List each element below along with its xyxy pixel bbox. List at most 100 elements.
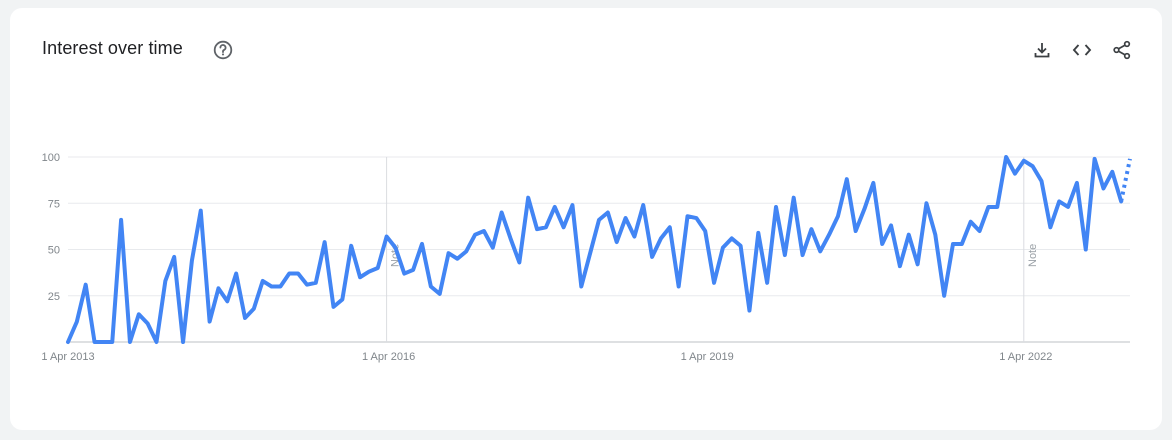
data-point[interactable] [1056,198,1062,204]
data-point[interactable] [1127,156,1133,162]
data-point[interactable] [862,206,868,212]
data-point[interactable] [454,256,460,262]
data-point[interactable] [791,195,797,201]
data-point[interactable] [649,254,655,260]
data-point[interactable] [587,250,593,256]
data-point[interactable] [419,241,425,247]
data-point[interactable] [348,243,354,249]
data-point[interactable] [410,267,416,273]
data-point[interactable] [339,296,345,302]
data-point[interactable] [959,241,965,247]
data-point[interactable] [437,291,443,297]
data-point[interactable] [1012,171,1018,177]
share-button[interactable] [1112,40,1132,60]
help-circle-icon[interactable] [213,40,233,60]
data-point[interactable] [746,308,752,314]
data-point[interactable] [499,210,505,216]
data-point[interactable] [127,339,133,345]
data-point[interactable] [738,243,744,249]
data-point[interactable] [74,319,80,325]
data-point[interactable] [994,204,1000,210]
data-point[interactable] [1065,204,1071,210]
data-point[interactable] [260,278,266,284]
data-point[interactable] [446,250,452,256]
data-point[interactable] [985,204,991,210]
data-point[interactable] [109,339,115,345]
data-point[interactable] [596,217,602,223]
data-point[interactable] [782,252,788,258]
data-point[interactable] [92,339,98,345]
data-point[interactable] [154,339,160,345]
data-point[interactable] [1092,156,1098,162]
data-point[interactable] [162,278,168,284]
data-point[interactable] [224,298,230,304]
data-point[interactable] [1039,178,1045,184]
data-point[interactable] [286,271,292,277]
data-point[interactable] [658,235,664,241]
data-point[interactable] [366,269,372,275]
data-point[interactable] [729,235,735,241]
data-point[interactable] [1109,169,1115,175]
data-point[interactable] [941,293,947,299]
data-point[interactable] [481,228,487,234]
data-point[interactable] [897,263,903,269]
data-point[interactable] [215,285,221,291]
data-point[interactable] [631,234,637,240]
data-point[interactable] [428,284,434,290]
data-point[interactable] [189,258,195,264]
data-point[interactable] [508,235,514,241]
data-point[interactable] [685,213,691,219]
data-point[interactable] [552,204,558,210]
data-point[interactable] [331,304,337,310]
data-point[interactable] [525,195,531,201]
data-point[interactable] [879,241,885,247]
data-point[interactable] [800,252,806,258]
data-point[interactable] [251,306,257,312]
data-point[interactable] [977,228,983,234]
data-point[interactable] [357,274,363,280]
data-point[interactable] [870,180,876,186]
data-point[interactable] [401,271,407,277]
data-point[interactable] [65,339,71,345]
data-point[interactable] [313,280,319,286]
data-point[interactable] [605,210,611,216]
data-point[interactable] [764,280,770,286]
data-point[interactable] [773,204,779,210]
data-point[interactable] [463,248,469,254]
data-point[interactable] [844,176,850,182]
data-point[interactable] [322,239,328,245]
data-point[interactable] [543,224,549,230]
data-point[interactable] [968,219,974,225]
data-point[interactable] [1047,224,1053,230]
data-point[interactable] [561,224,567,230]
data-point[interactable] [180,339,186,345]
data-point[interactable] [472,232,478,238]
data-point[interactable] [145,321,151,327]
data-point[interactable] [534,226,540,232]
data-point[interactable] [888,222,894,228]
data-point[interactable] [375,265,381,271]
data-point[interactable] [384,234,390,240]
data-point[interactable] [950,241,956,247]
data-point[interactable] [915,261,921,267]
note-label[interactable]: Note [1027,244,1039,267]
data-point[interactable] [242,315,248,321]
data-point[interactable] [817,248,823,254]
data-point[interactable] [826,232,832,238]
data-point[interactable] [1118,198,1124,204]
data-point[interactable] [808,226,814,232]
embed-button[interactable] [1072,40,1092,60]
data-point[interactable] [100,339,106,345]
data-point[interactable] [277,284,283,290]
data-point[interactable] [906,232,912,238]
data-point[interactable] [1074,180,1080,186]
data-point[interactable] [676,284,682,290]
data-point[interactable] [667,224,673,230]
data-point[interactable] [720,245,726,251]
data-point[interactable] [1021,158,1027,164]
data-point[interactable] [516,259,522,265]
data-point[interactable] [623,215,629,221]
data-point[interactable] [640,202,646,208]
data-point[interactable] [1083,247,1089,253]
data-point[interactable] [392,245,398,251]
